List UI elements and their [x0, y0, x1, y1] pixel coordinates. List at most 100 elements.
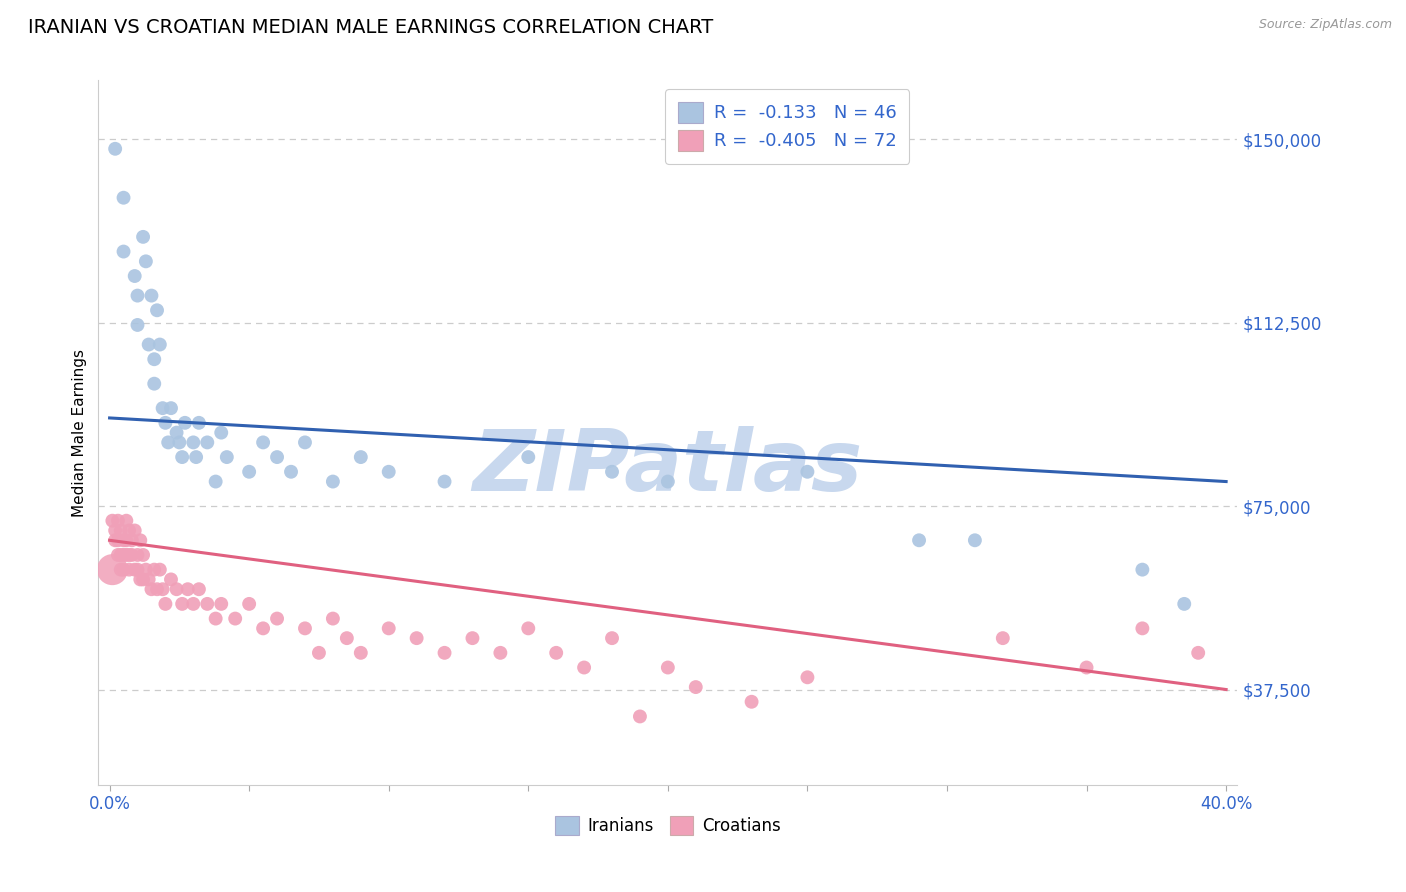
Point: [322, 611, 344, 625]
Point: [184, 450, 207, 464]
Point: [741, 695, 763, 709]
Point: [127, 318, 149, 332]
Point: [461, 631, 484, 645]
Point: [166, 425, 188, 440]
Point: [600, 465, 623, 479]
Point: [121, 533, 143, 548]
Point: [195, 435, 218, 450]
Point: [115, 548, 138, 562]
Point: [433, 646, 456, 660]
Point: [350, 450, 373, 464]
Point: [110, 548, 132, 562]
Point: [657, 475, 679, 489]
Text: IRANIAN VS CROATIAN MEDIAN MALE EARNINGS CORRELATION CHART: IRANIAN VS CROATIAN MEDIAN MALE EARNINGS…: [28, 18, 713, 37]
Point: [204, 611, 226, 625]
Point: [266, 611, 288, 625]
Point: [149, 563, 172, 577]
Text: Source: ZipAtlas.com: Source: ZipAtlas.com: [1258, 18, 1392, 31]
Point: [405, 631, 427, 645]
Point: [121, 548, 143, 562]
Point: [238, 597, 260, 611]
Point: [152, 401, 174, 416]
Point: [294, 435, 316, 450]
Point: [433, 475, 456, 489]
Point: [118, 563, 141, 577]
Point: [146, 303, 169, 318]
Point: [149, 337, 172, 351]
Point: [157, 435, 180, 450]
Point: [155, 597, 177, 611]
Point: [183, 435, 205, 450]
Point: [143, 376, 166, 391]
Point: [204, 475, 226, 489]
Point: [127, 563, 149, 577]
Point: [796, 465, 818, 479]
Point: [169, 435, 191, 450]
Point: [146, 582, 169, 597]
Point: [336, 631, 359, 645]
Point: [112, 548, 135, 562]
Point: [104, 524, 127, 538]
Point: [107, 514, 129, 528]
Point: [124, 268, 146, 283]
Point: [963, 533, 986, 548]
Point: [118, 548, 141, 562]
Point: [107, 548, 129, 562]
Point: [115, 514, 138, 528]
Point: [124, 524, 146, 538]
Point: [1076, 660, 1098, 674]
Point: [132, 573, 155, 587]
Point: [118, 524, 141, 538]
Point: [1173, 597, 1195, 611]
Point: [177, 582, 200, 597]
Point: [101, 563, 124, 577]
Point: [138, 337, 160, 351]
Point: [129, 533, 152, 548]
Point: [124, 563, 146, 577]
Point: [187, 416, 209, 430]
Point: [127, 548, 149, 562]
Point: [127, 288, 149, 302]
Point: [132, 548, 155, 562]
Point: [135, 563, 157, 577]
Point: [517, 450, 540, 464]
Point: [143, 352, 166, 367]
Point: [657, 660, 679, 674]
Point: [294, 621, 316, 635]
Point: [252, 435, 274, 450]
Point: [129, 573, 152, 587]
Point: [115, 533, 138, 548]
Point: [600, 631, 623, 645]
Point: [155, 416, 177, 430]
Point: [160, 573, 183, 587]
Point: [104, 142, 127, 156]
Point: [1187, 646, 1209, 660]
Point: [517, 621, 540, 635]
Legend: Iranians, Croatians: Iranians, Croatians: [544, 805, 792, 847]
Point: [1130, 563, 1153, 577]
Point: [209, 425, 232, 440]
Point: [104, 533, 127, 548]
Point: [174, 416, 197, 430]
Point: [172, 597, 194, 611]
Point: [215, 450, 238, 464]
Point: [172, 450, 194, 464]
Point: [628, 709, 651, 723]
Point: [308, 646, 330, 660]
Point: [112, 563, 135, 577]
Point: [252, 621, 274, 635]
Point: [322, 475, 344, 489]
Point: [991, 631, 1014, 645]
Point: [138, 573, 160, 587]
Point: [1130, 621, 1153, 635]
Text: ZIPatlas: ZIPatlas: [472, 426, 863, 509]
Point: [546, 646, 568, 660]
Point: [908, 533, 931, 548]
Y-axis label: Median Male Earnings: Median Male Earnings: [72, 349, 87, 516]
Point: [280, 465, 302, 479]
Point: [377, 621, 399, 635]
Point: [489, 646, 512, 660]
Point: [183, 597, 205, 611]
Point: [135, 254, 157, 268]
Point: [112, 191, 135, 205]
